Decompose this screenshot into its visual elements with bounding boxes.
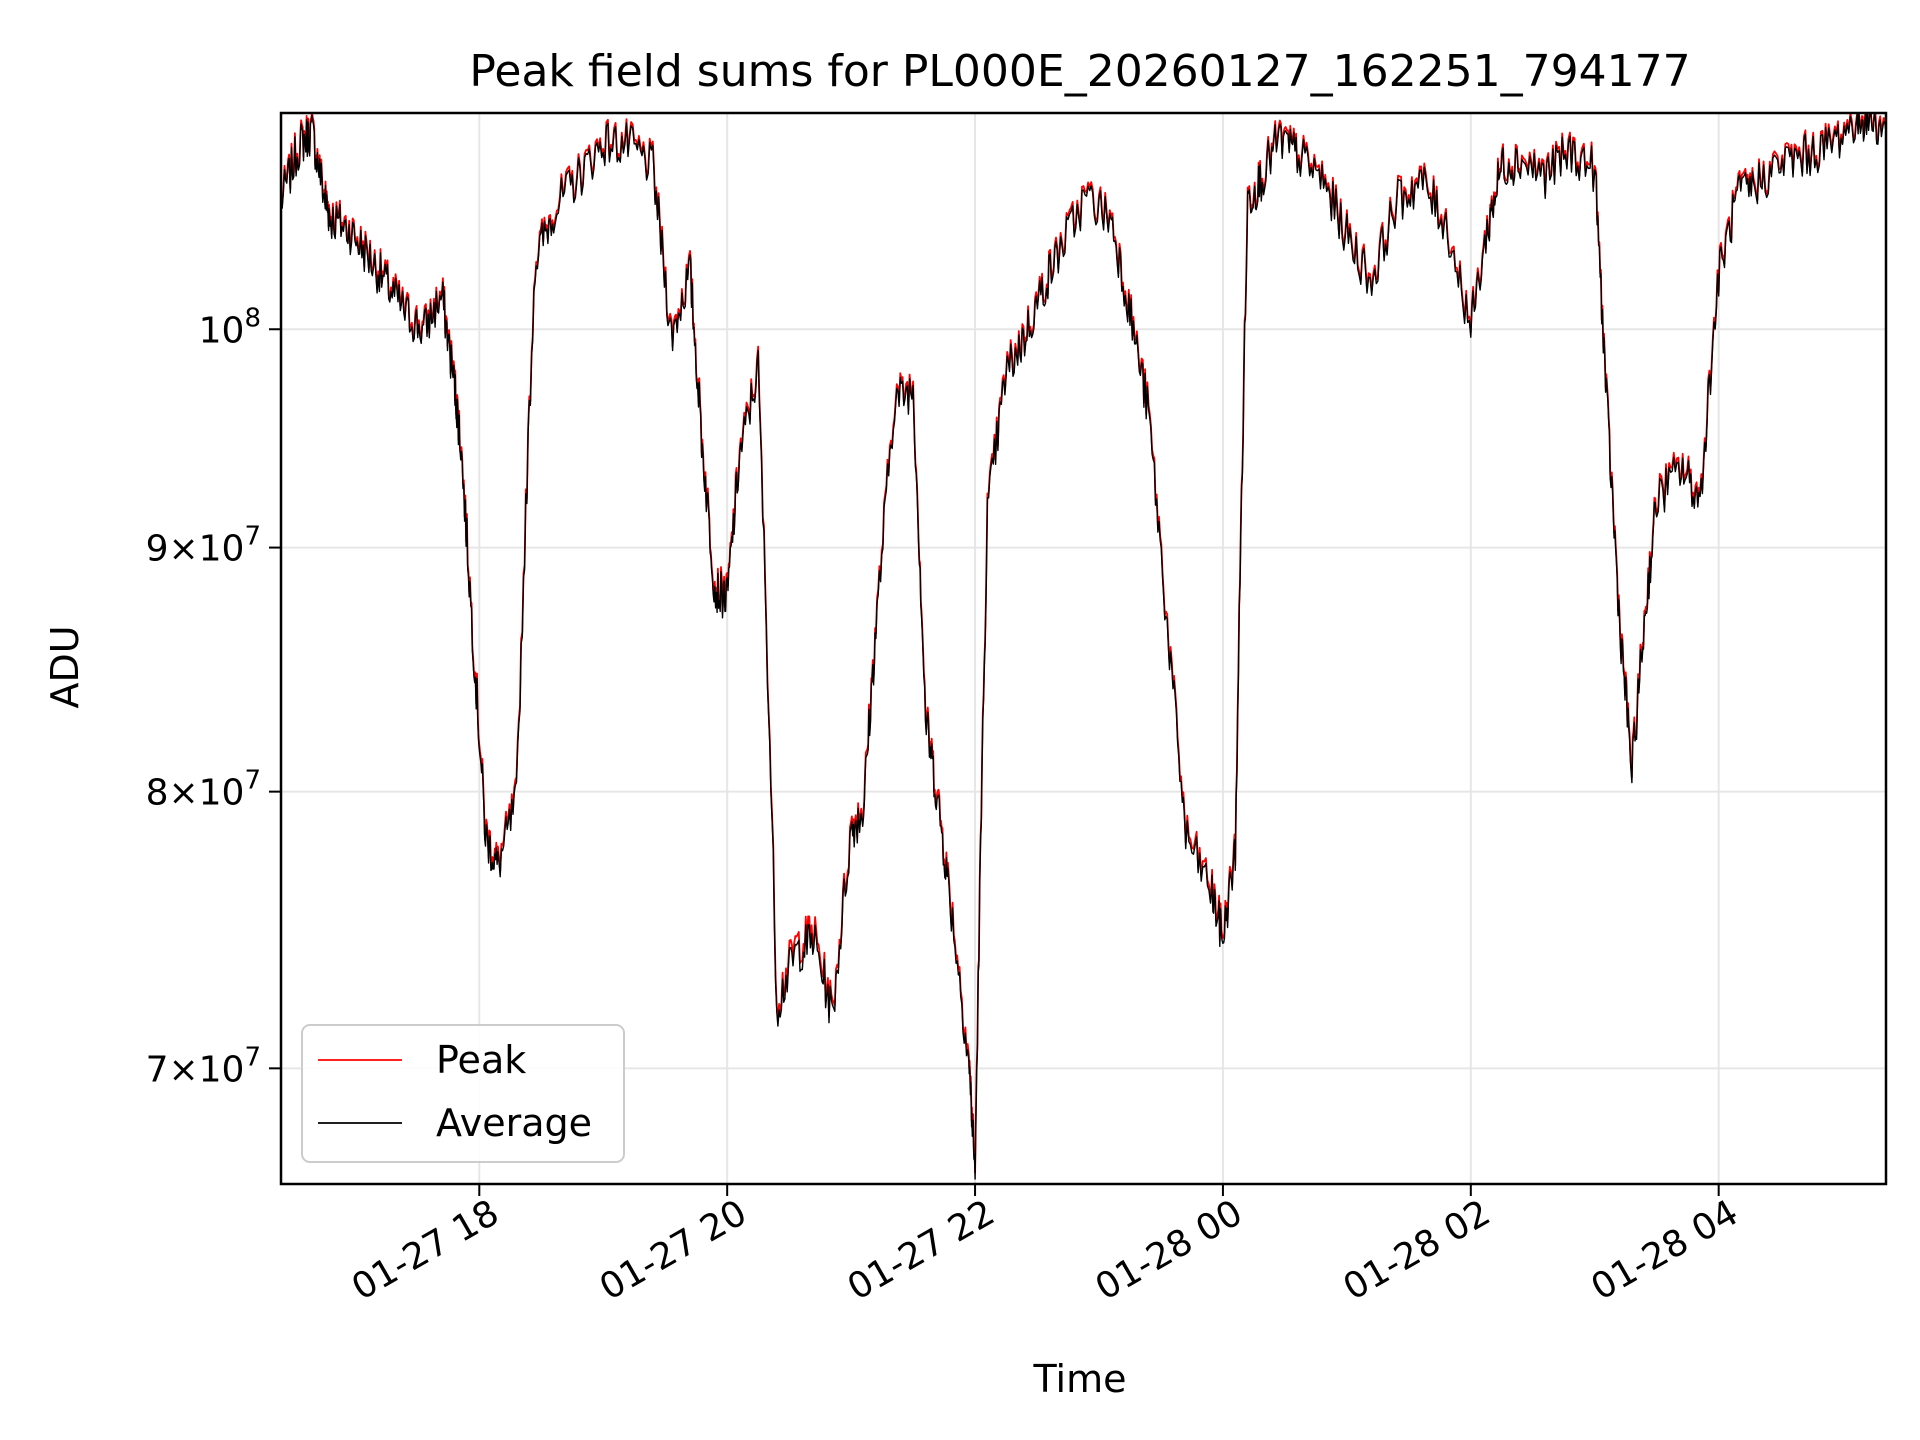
legend-label-average: Average: [436, 1101, 592, 1145]
grid-lines: [281, 113, 1886, 1184]
y-tick-label: 9×107: [146, 522, 261, 570]
y-tick-label: 7×107: [146, 1042, 261, 1090]
legend-label-peak: Peak: [436, 1038, 526, 1082]
y-axis: 7×107 8×107 9×107 108: [146, 303, 281, 1090]
series-layer: [280, 112, 1887, 1180]
plot-frame: [279, 111, 1888, 1186]
y-axis-label: ADU: [43, 625, 87, 708]
series-line-average: [280, 112, 1887, 1180]
legend: Peak Average: [301, 1024, 625, 1163]
chart-title: Peak field sums for PL000E_20260127_1622…: [469, 46, 1690, 97]
y-tick-label: 108: [199, 303, 261, 351]
x-axis-label: Time: [1033, 1357, 1127, 1401]
y-tick-label: 8×107: [146, 766, 261, 814]
